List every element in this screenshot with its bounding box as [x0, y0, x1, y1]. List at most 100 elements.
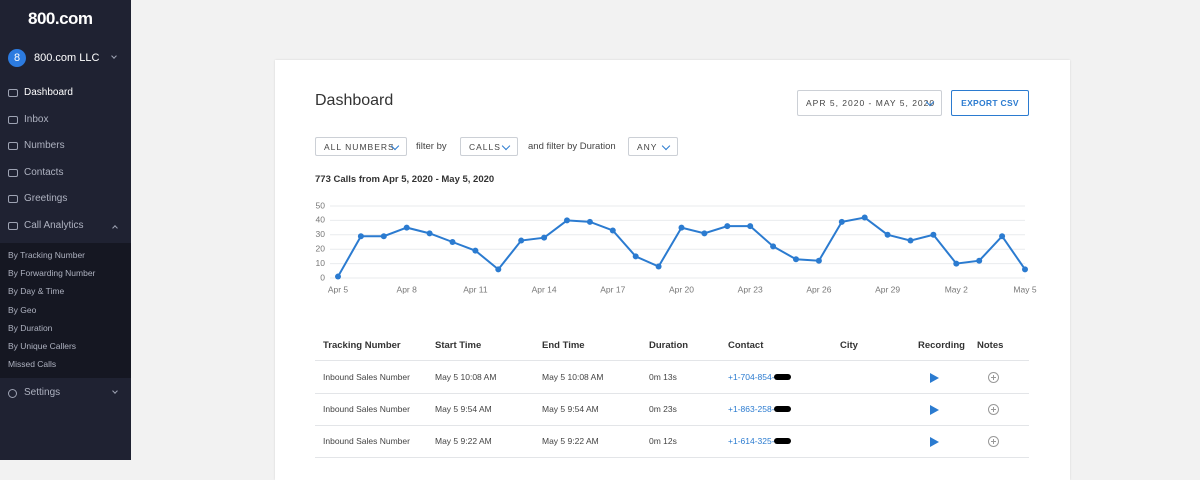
- point: [655, 263, 662, 270]
- chevron: [661, 141, 671, 151]
- nav-icon: [8, 142, 18, 150]
- chart: 0 10 20 30 40 50 Apr 5 Apr 8 Apr 11 Apr 14 Apr 17 A…: [316, 200, 1037, 294]
- nav-icon: [8, 195, 18, 203]
- point: [632, 253, 639, 260]
- nav-item[interactable]: Call Analytics: [24, 220, 84, 231]
- duration-filter[interactable]: ANY: [628, 137, 678, 156]
- duration-filter-label: and filter by Duration: [528, 141, 616, 152]
- point: [518, 237, 525, 244]
- logo[interactable]: 800.com: [28, 9, 93, 28]
- y-tick-label: 50: [316, 200, 326, 210]
- y-tick-label: 10: [316, 258, 326, 268]
- point: [609, 227, 616, 234]
- subnav-item[interactable]: By Geo: [8, 304, 37, 315]
- point: [999, 233, 1006, 240]
- account-name[interactable]: 800.com LLC: [34, 52, 100, 64]
- play-button[interactable]: [930, 405, 939, 415]
- cell: May 5 9:54 AM: [542, 404, 599, 414]
- nav-item[interactable]: Settings: [24, 387, 61, 398]
- nav-icon: [8, 222, 18, 230]
- point: [747, 223, 754, 230]
- nav-icon: [8, 116, 18, 124]
- add-note-button[interactable]: [988, 372, 999, 383]
- column-header: City: [840, 340, 858, 351]
- contact-link[interactable]: +1-704-854-: [728, 372, 775, 382]
- x-tick-label: May 2: [945, 284, 968, 294]
- column-header: Tracking Number: [323, 340, 401, 351]
- contact-link[interactable]: +1-614-325-: [728, 436, 775, 446]
- numbers-filter[interactable]: ALL NUMBERS: [315, 137, 407, 156]
- account-chevron[interactable]: [111, 53, 117, 59]
- play-button[interactable]: [930, 373, 939, 383]
- export-csv-button[interactable]: EXPORT CSV: [951, 90, 1029, 116]
- cell: May 5 9:54 AM: [435, 404, 492, 414]
- sidebar: 800.com 8 800.com LLC Dashboard Inbox Numb…: [0, 0, 131, 460]
- point: [357, 233, 364, 240]
- chart-title: 773 Calls from Apr 5, 2020 - May 5, 2020: [315, 174, 495, 185]
- x-tick-label: Apr 29: [875, 284, 900, 294]
- subnav-item[interactable]: By Tracking Number: [8, 250, 85, 260]
- nav-item[interactable]: Numbers: [24, 140, 65, 151]
- cell: 0m 23s: [649, 404, 677, 414]
- subnav-item[interactable]: By Forwarding Number: [8, 268, 96, 279]
- point: [907, 237, 914, 244]
- filter-by-label: filter by: [416, 141, 447, 152]
- column-header: Recording: [918, 340, 965, 351]
- cell: Inbound Sales Number: [323, 436, 410, 446]
- point: [564, 217, 570, 224]
- redaction: [773, 406, 791, 412]
- page-title: Dashboard: [315, 92, 394, 109]
- add-note-button[interactable]: [988, 404, 999, 415]
- subnav-item[interactable]: By Duration: [8, 322, 53, 333]
- subnav-item[interactable]: By Day & Time: [8, 286, 65, 297]
- column-header: Start Time: [435, 340, 482, 351]
- point: [403, 224, 410, 231]
- x-tick-label: Apr 26: [806, 284, 831, 294]
- date-range-picker[interactable]: APR 5, 2020 - MAY 5, 2020: [797, 90, 942, 116]
- row-divider: [315, 457, 1029, 458]
- x-tick-label: Apr 5: [328, 284, 349, 294]
- nav-item[interactable]: Dashboard: [24, 87, 73, 98]
- calls-filter[interactable]: CALLS: [460, 137, 518, 156]
- point: [815, 257, 822, 264]
- point: [472, 247, 479, 254]
- point: [701, 230, 708, 237]
- point: [930, 231, 937, 238]
- point: [976, 257, 983, 264]
- y-tick-label: 0: [320, 272, 325, 282]
- point: [1022, 266, 1028, 273]
- x-tick-label: Apr 23: [738, 284, 763, 294]
- column-header: Notes: [977, 340, 1004, 351]
- numbers-filter-text: ALL NUMBERS: [324, 142, 395, 152]
- point: [838, 218, 845, 225]
- point: [861, 214, 868, 221]
- point: [770, 243, 777, 250]
- x-tick-label: Apr 11: [463, 284, 488, 294]
- plus-v: [993, 375, 994, 380]
- chevron: [501, 141, 511, 151]
- date-range-text: APR 5, 2020 - MAY 5, 2020: [806, 98, 936, 108]
- cell: Inbound Sales Number: [323, 404, 410, 414]
- play-button[interactable]: [930, 437, 939, 447]
- contact-link[interactable]: +1-863-258-: [728, 404, 775, 414]
- column-header: Duration: [649, 340, 689, 351]
- nav-item[interactable]: Inbox: [24, 114, 49, 125]
- row-divider: [315, 360, 1029, 361]
- add-note-button[interactable]: [988, 436, 999, 447]
- account-avatar[interactable]: 8: [8, 49, 26, 67]
- point: [793, 256, 799, 263]
- nav-item[interactable]: Contacts: [24, 167, 64, 178]
- nav-item[interactable]: Greetings: [24, 193, 68, 204]
- calls-filter-text: CALLS: [469, 142, 501, 152]
- page: 800.com 8 800.com LLC Dashboard Inbox Numb…: [0, 0, 1070, 480]
- nav-icon: [8, 389, 17, 398]
- chevron: [112, 225, 118, 231]
- y-tick-label: 40: [316, 215, 326, 225]
- point: [449, 239, 456, 245]
- subnav-item[interactable]: Missed Calls: [8, 359, 57, 370]
- column-header: End Time: [542, 340, 585, 351]
- y-tick-label: 30: [316, 229, 326, 239]
- subnav-item[interactable]: By Unique Callers: [8, 341, 77, 351]
- point: [380, 233, 387, 240]
- x-tick-label: Apr 20: [669, 284, 694, 294]
